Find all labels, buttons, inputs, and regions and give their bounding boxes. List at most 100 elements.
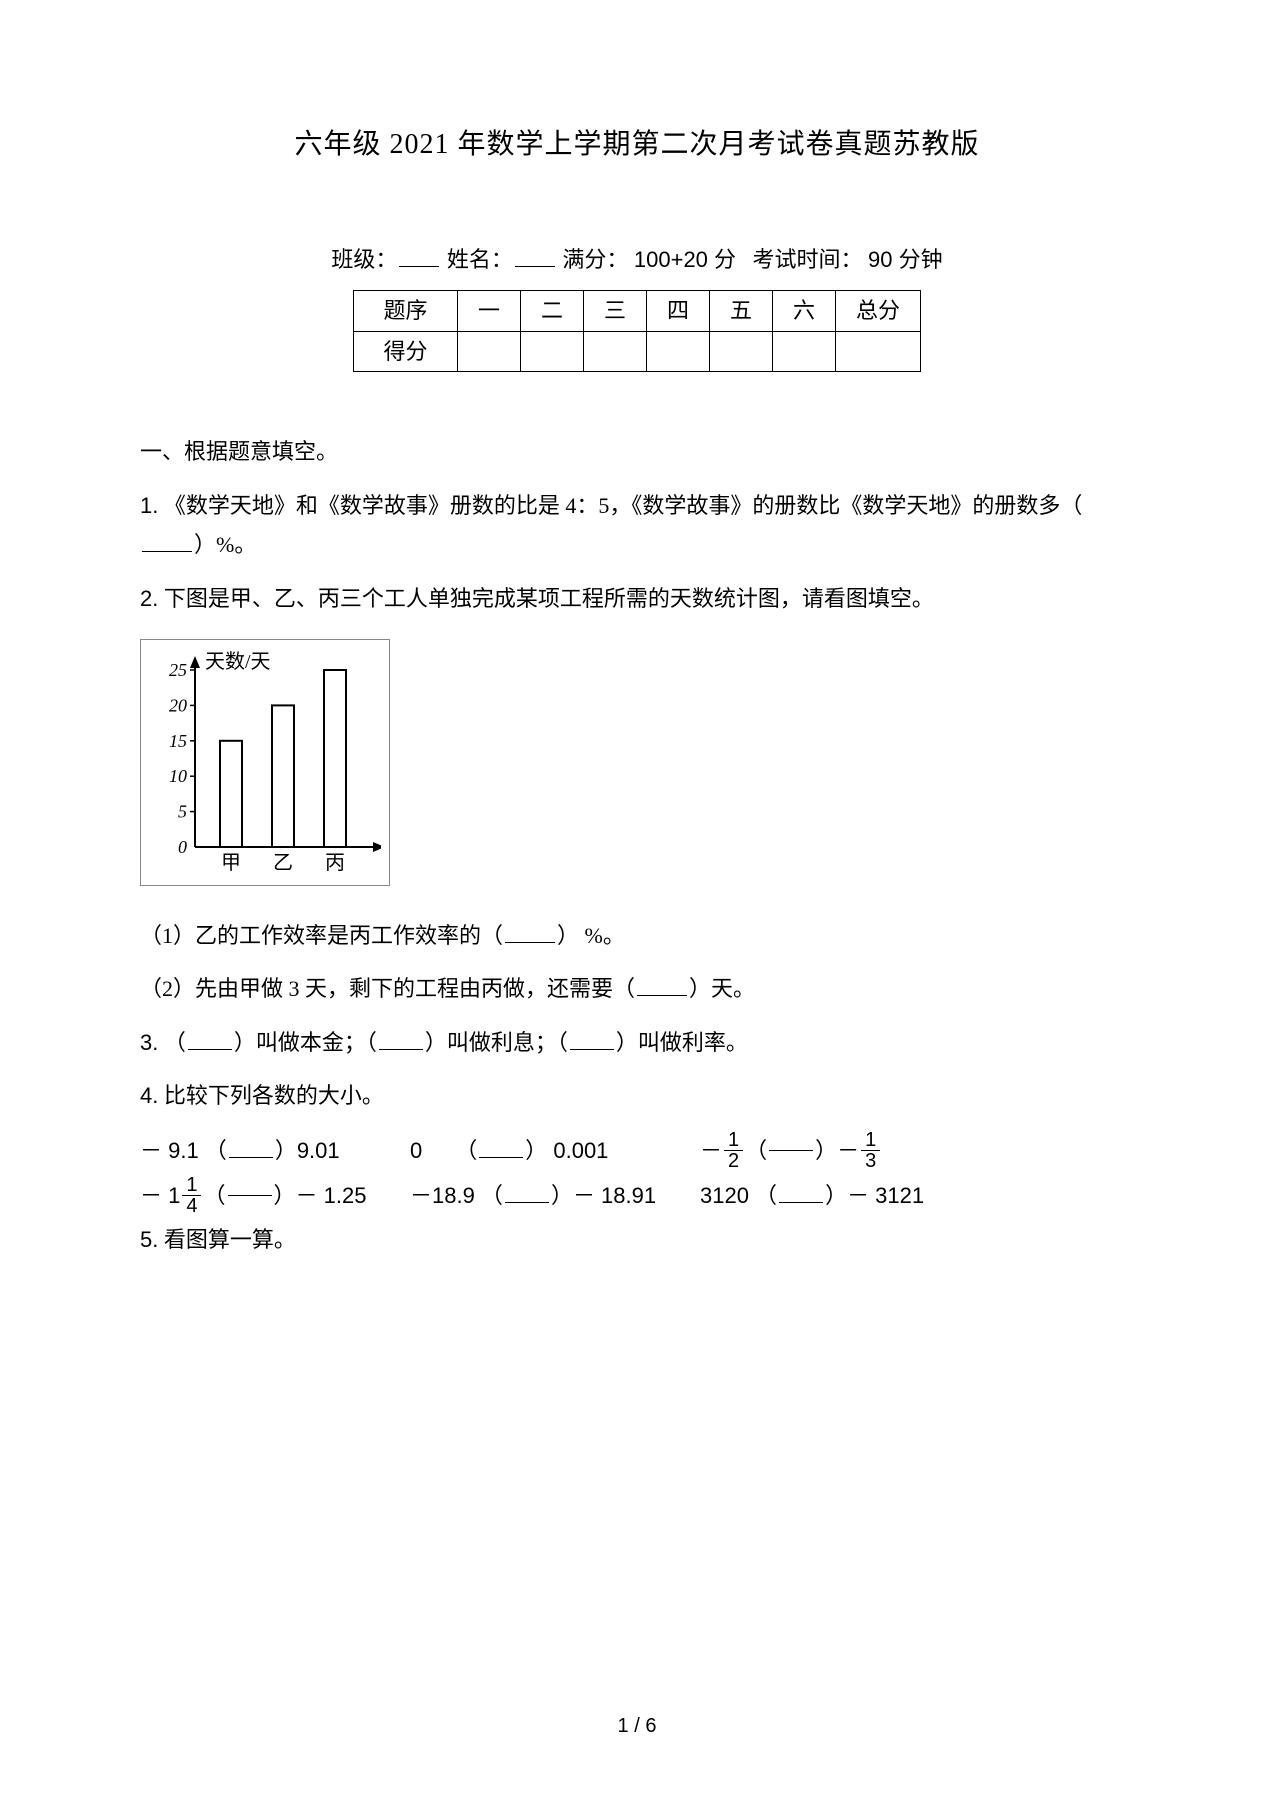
compare-text: － 1	[140, 1176, 180, 1216]
exam-info-line: 班级： 姓名： 满分： 100+20 分 考试时间： 90 分钟	[140, 240, 1134, 280]
question-number: 4.	[140, 1083, 158, 1108]
answer-blank[interactable]	[142, 551, 192, 552]
answer-blank[interactable]	[379, 1049, 423, 1050]
denominator: 2	[724, 1151, 743, 1171]
question-text: （2）先由甲做 3 天，剩下的工程由丙做，还需要（	[140, 976, 635, 1001]
fullscore-value: 100+20 分	[634, 247, 736, 272]
compare-text: ） 0.001	[525, 1138, 608, 1163]
header-cell: 题序	[354, 290, 458, 331]
time-label: 考试时间：	[753, 247, 863, 272]
answer-blank[interactable]	[188, 1049, 232, 1050]
score-cell[interactable]	[773, 331, 836, 372]
answer-blank[interactable]	[479, 1157, 523, 1158]
name-blank[interactable]	[515, 266, 555, 267]
score-cell[interactable]	[836, 331, 921, 372]
score-cell[interactable]	[521, 331, 584, 372]
question-text: 比较下列各数的大小。	[158, 1083, 384, 1108]
compare-cell: 3120 （ ）－ 3121	[700, 1176, 924, 1216]
svg-text:乙: 乙	[273, 852, 293, 874]
svg-text:15: 15	[169, 730, 187, 750]
answer-blank[interactable]	[637, 995, 687, 996]
table-row: 题序 一 二 三 四 五 六 总分	[354, 290, 921, 331]
question-text: ）天。	[689, 976, 755, 1001]
svg-text:甲: 甲	[221, 852, 241, 874]
answer-blank[interactable]	[229, 1157, 273, 1158]
fraction: 14	[182, 1175, 201, 1216]
answer-blank[interactable]	[505, 1202, 549, 1203]
question-number: 2.	[140, 586, 158, 611]
answer-blank[interactable]	[228, 1195, 272, 1196]
question-text: 《数学天地》和《数学故事》册数的比是 4：5，《数学故事》的册数比《数学天地》的…	[158, 493, 1082, 518]
answer-blank[interactable]	[505, 942, 555, 943]
question-3: 3. （ ）叫做本金；（ ）叫做利息；（ ）叫做利率。	[140, 1023, 1134, 1063]
name-label: 姓名：	[447, 247, 513, 272]
class-blank[interactable]	[399, 266, 439, 267]
compare-cell: － 12 （ ）－ 13	[700, 1130, 882, 1171]
compare-text: 3120 （	[700, 1183, 777, 1208]
compare-text: － 9.1 （	[140, 1138, 227, 1163]
svg-text:20: 20	[169, 695, 187, 715]
score-cell[interactable]	[647, 331, 710, 372]
score-table: 题序 一 二 三 四 五 六 总分 得分	[353, 290, 921, 372]
question-text: ） %。	[557, 923, 625, 948]
denominator: 3	[861, 1151, 880, 1171]
compare-text: ）9.01	[275, 1138, 340, 1163]
bar-chart: 0510152025天数/天甲乙丙	[140, 639, 390, 886]
compare-text: （	[203, 1176, 225, 1216]
compare-text: ）－	[815, 1131, 859, 1171]
question-text: （1）乙的工作效率是丙工作效率的（	[140, 923, 503, 948]
compare-cell: 0 （ ） 0.001	[410, 1131, 700, 1171]
compare-text: ）－ 3121	[825, 1183, 924, 1208]
compare-text: （	[745, 1131, 767, 1171]
header-cell: 二	[521, 290, 584, 331]
compare-block: － 9.1 （）9.01 0 （） 0.001 － 12 （）－ 13 － 1 …	[140, 1130, 1134, 1216]
question-4: 4. 比较下列各数的大小。	[140, 1076, 1134, 1116]
question-number: 5.	[140, 1227, 158, 1252]
denominator: 4	[182, 1196, 201, 1216]
table-row: 得分	[354, 331, 921, 372]
compare-text: －	[700, 1131, 722, 1171]
header-cell: 三	[584, 290, 647, 331]
fraction: 12	[724, 1130, 743, 1171]
question-text: ）叫做利率。	[616, 1030, 748, 1055]
compare-text: －18.9 （	[410, 1183, 503, 1208]
question-number: 3.	[140, 1030, 158, 1055]
question-text: （	[158, 1030, 186, 1055]
question-number: 1.	[140, 493, 158, 518]
question-5: 5. 看图算一算。	[140, 1220, 1134, 1260]
question-text: ）叫做本金；（	[234, 1030, 377, 1055]
header-cell: 六	[773, 290, 836, 331]
score-cell[interactable]	[710, 331, 773, 372]
compare-cell: －18.9 （）－ 18.91	[410, 1176, 700, 1216]
exam-title: 六年级 2021 年数学上学期第二次月考试卷真题苏教版	[140, 120, 1134, 170]
svg-text:5: 5	[178, 801, 187, 821]
header-cell: 五	[710, 290, 773, 331]
svg-text:25: 25	[169, 660, 187, 680]
score-label-cell: 得分	[354, 331, 458, 372]
compare-row-1: － 9.1 （ ）9.01 0 （ ） 0.001 － 12 （ ）－ 13	[140, 1130, 1134, 1171]
svg-text:丙: 丙	[325, 852, 345, 874]
compare-row-2: － 1 14 （ ）－ 1.25 －18.9 （）－ 18.91 3120 （ ）－…	[140, 1175, 1134, 1216]
fraction: 13	[861, 1130, 880, 1171]
answer-blank[interactable]	[779, 1202, 823, 1203]
compare-cell: － 1 14 （ ）－ 1.25	[140, 1175, 410, 1216]
score-cell[interactable]	[458, 331, 521, 372]
compare-text: ）－ 1.25	[274, 1176, 367, 1216]
svg-text:天数/天: 天数/天	[205, 650, 271, 673]
time-value: 90 分钟	[868, 247, 943, 272]
class-label: 班级：	[331, 247, 397, 272]
header-cell: 四	[647, 290, 710, 331]
answer-blank[interactable]	[769, 1150, 813, 1151]
score-cell[interactable]	[584, 331, 647, 372]
header-cell: 一	[458, 290, 521, 331]
compare-text: 0 （	[410, 1138, 477, 1163]
question-text: ）叫做利息；（	[425, 1030, 568, 1055]
question-1: 1. 《数学天地》和《数学故事》册数的比是 4：5，《数学故事》的册数比《数学天…	[140, 486, 1134, 565]
answer-blank[interactable]	[570, 1049, 614, 1050]
svg-text:0: 0	[178, 837, 187, 857]
bar-chart-svg: 0510152025天数/天甲乙丙	[155, 650, 381, 877]
fullscore-label: 满分：	[562, 247, 628, 272]
question-2-sub2: （2）先由甲做 3 天，剩下的工程由丙做，还需要（ ）天。	[140, 969, 1134, 1009]
question-text: 下图是甲、乙、丙三个工人单独完成某项工程所需的天数统计图，请看图填空。	[158, 586, 934, 611]
header-cell: 总分	[836, 290, 921, 331]
